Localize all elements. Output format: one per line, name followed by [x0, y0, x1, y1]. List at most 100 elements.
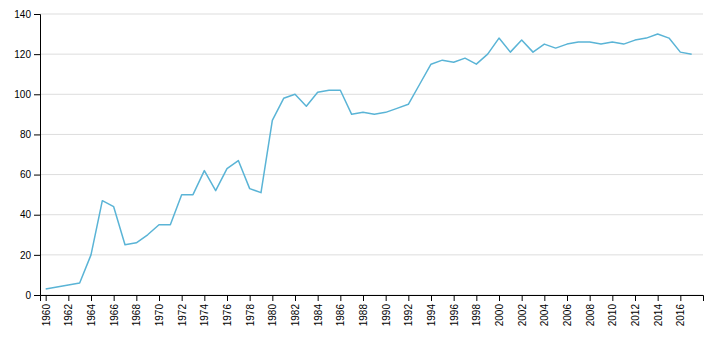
x-tick-mark: [567, 295, 568, 301]
y-tick: 80: [20, 129, 40, 140]
x-tick: 2002: [517, 295, 528, 326]
y-tick-label: 80: [20, 129, 32, 140]
grid-line: [40, 14, 703, 15]
x-tick-label: 2012: [630, 304, 641, 327]
x-tick-mark: [454, 295, 455, 301]
y-tick-label: 60: [20, 169, 32, 180]
x-tick-mark: [114, 295, 115, 301]
x-tick-label: 2016: [675, 304, 686, 327]
x-tick-label: 2002: [517, 304, 528, 327]
x-tick: 2000: [494, 295, 505, 326]
x-axis: 1960 1962 1964 1966 1968 1970 1972 1974 1976 1978…: [41, 295, 704, 326]
x-tick: 2008: [585, 295, 596, 326]
y-tick: 60: [20, 169, 40, 180]
x-tick-label: 1988: [358, 304, 369, 327]
x-tick-mark: [499, 295, 500, 301]
x-tick-label: 1972: [177, 304, 188, 327]
y-axis: 020406080100120140: [14, 9, 40, 301]
x-tick: 1996: [449, 295, 460, 326]
x-tick-label: 2008: [585, 304, 596, 327]
y-tick-mark: [34, 295, 40, 296]
x-tick: 1982: [290, 295, 301, 326]
x-tick-mark: [204, 295, 205, 301]
x-tick: 1968: [131, 295, 142, 326]
y-tick-label: 100: [14, 89, 31, 100]
x-tick-mark: [227, 295, 228, 301]
y-tick-mark: [34, 255, 40, 256]
x-tick-label: 1996: [449, 304, 460, 327]
x-tick-mark: [295, 295, 296, 301]
x-tick-mark: [272, 295, 273, 301]
x-tick: 1970: [154, 295, 165, 326]
y-tick: 140: [14, 9, 40, 20]
x-tick: 2006: [562, 295, 573, 326]
x-tick-label: 1962: [63, 304, 74, 327]
y-tick-mark: [34, 54, 40, 55]
x-tick-label: 1992: [403, 304, 414, 327]
y-axis-line: [34, 15, 41, 296]
x-tick-mark: [544, 295, 545, 301]
x-tick-label: 2000: [494, 304, 505, 327]
x-tick-mark: [318, 295, 319, 301]
grid-line: [40, 174, 703, 175]
x-tick-label: 1994: [426, 304, 437, 327]
x-tick-label: 1990: [381, 304, 392, 327]
x-tick-label: 1978: [245, 304, 256, 327]
grid-line: [40, 94, 703, 95]
x-tick-label: 1998: [471, 304, 482, 327]
x-tick-mark: [250, 295, 251, 301]
x-axis-line: [41, 296, 704, 302]
x-tick-mark: [386, 295, 387, 301]
chart: 0204060801001201401960196219641966196819…: [0, 0, 719, 341]
x-tick-label: 2010: [607, 304, 618, 327]
y-tick-mark: [34, 175, 40, 176]
x-tick: 1998: [471, 295, 482, 326]
x-tick: 1978: [245, 295, 256, 326]
x-tick-mark: [363, 295, 364, 301]
x-tick-label: 1984: [313, 304, 324, 327]
x-tick-mark: [91, 295, 92, 301]
y-tick: 40: [20, 209, 40, 220]
x-tick-mark: [46, 295, 47, 301]
x-tick-label: 1970: [154, 304, 165, 327]
x-tick-label: 2014: [653, 304, 664, 327]
x-tick-label: 2004: [539, 304, 550, 327]
y-tick-label: 120: [14, 49, 31, 60]
x-tick-mark: [590, 295, 591, 301]
grid-line: [40, 254, 703, 255]
x-tick: 1962: [63, 295, 74, 326]
x-tick-mark: [136, 295, 137, 301]
x-tick: 1986: [335, 295, 346, 326]
x-tick: 2010: [607, 295, 618, 326]
y-tick-label: 40: [20, 209, 32, 220]
y-tick-mark: [34, 94, 40, 95]
grid-line: [40, 54, 703, 55]
x-tick: 1984: [313, 295, 324, 326]
x-tick: 1966: [109, 295, 120, 326]
x-tick: 1988: [358, 295, 369, 326]
x-tick: 2016: [675, 295, 686, 326]
x-tick-mark: [182, 295, 183, 301]
x-tick: 1980: [267, 295, 278, 326]
series: [46, 34, 692, 289]
x-tick-label: 1964: [86, 304, 97, 327]
x-tick-label: 1960: [41, 304, 52, 327]
x-tick-mark: [635, 295, 636, 301]
x-tick: 1960: [41, 295, 52, 326]
x-tick-mark: [340, 295, 341, 301]
x-tick-label: 1986: [335, 304, 346, 327]
y-tick-mark: [34, 14, 40, 15]
plot-area: 0204060801001201401960196219641966196819…: [14, 9, 703, 327]
x-tick-label: 1974: [199, 304, 210, 327]
x-tick-mark: [476, 295, 477, 301]
x-tick-label: 1968: [131, 304, 142, 327]
x-tick: 2014: [653, 295, 664, 326]
x-tick-label: 1982: [290, 304, 301, 327]
y-tick-label: 140: [14, 9, 31, 20]
y-tick: 120: [14, 49, 40, 60]
y-tick: 20: [20, 250, 40, 261]
x-tick-label: 1980: [267, 304, 278, 327]
grid: [40, 14, 703, 295]
x-tick-label: 1976: [222, 304, 233, 327]
x-tick: 2004: [539, 295, 550, 326]
